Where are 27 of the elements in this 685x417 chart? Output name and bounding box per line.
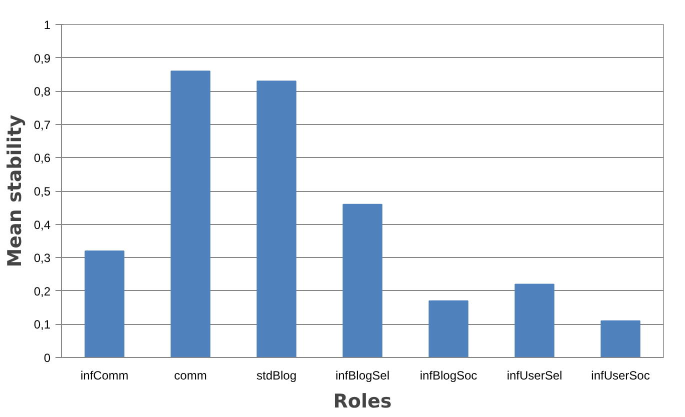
y-tick-label: 0 — [44, 351, 51, 365]
y-tick-label: 1 — [44, 18, 51, 32]
y-tick-label: 0,6 — [34, 151, 51, 166]
x-tick-label: infUserSoc — [591, 368, 650, 382]
x-tick-label: infBlogSoc — [420, 368, 478, 382]
x-axis-title: Roles — [333, 390, 392, 412]
bar — [256, 80, 296, 358]
x-tick-label: comm — [174, 368, 207, 382]
y-tick-label: 0,1 — [34, 318, 51, 332]
x-tick-label: infComm — [80, 368, 129, 382]
bar — [84, 250, 124, 358]
x-tick-label: infBlogSel — [335, 368, 390, 382]
y-tick-label: 0,2 — [34, 284, 51, 298]
y-tick-label: 0,3 — [34, 251, 51, 266]
x-tick-label: infUserSel — [506, 368, 562, 382]
y-tick-label: 0,9 — [34, 51, 51, 66]
bar — [170, 70, 210, 358]
bar — [600, 320, 640, 358]
y-tick-label: 0,5 — [34, 184, 51, 198]
bar — [342, 204, 382, 358]
y-tick-label: 0,8 — [34, 84, 51, 99]
y-axis-title: Mean stability — [4, 114, 26, 268]
x-tick-label: stdBlog — [256, 368, 297, 382]
bar — [428, 300, 468, 358]
y-tick-label: 0,4 — [34, 218, 51, 232]
y-tick-label: 0,7 — [34, 118, 51, 132]
bar — [514, 284, 554, 358]
